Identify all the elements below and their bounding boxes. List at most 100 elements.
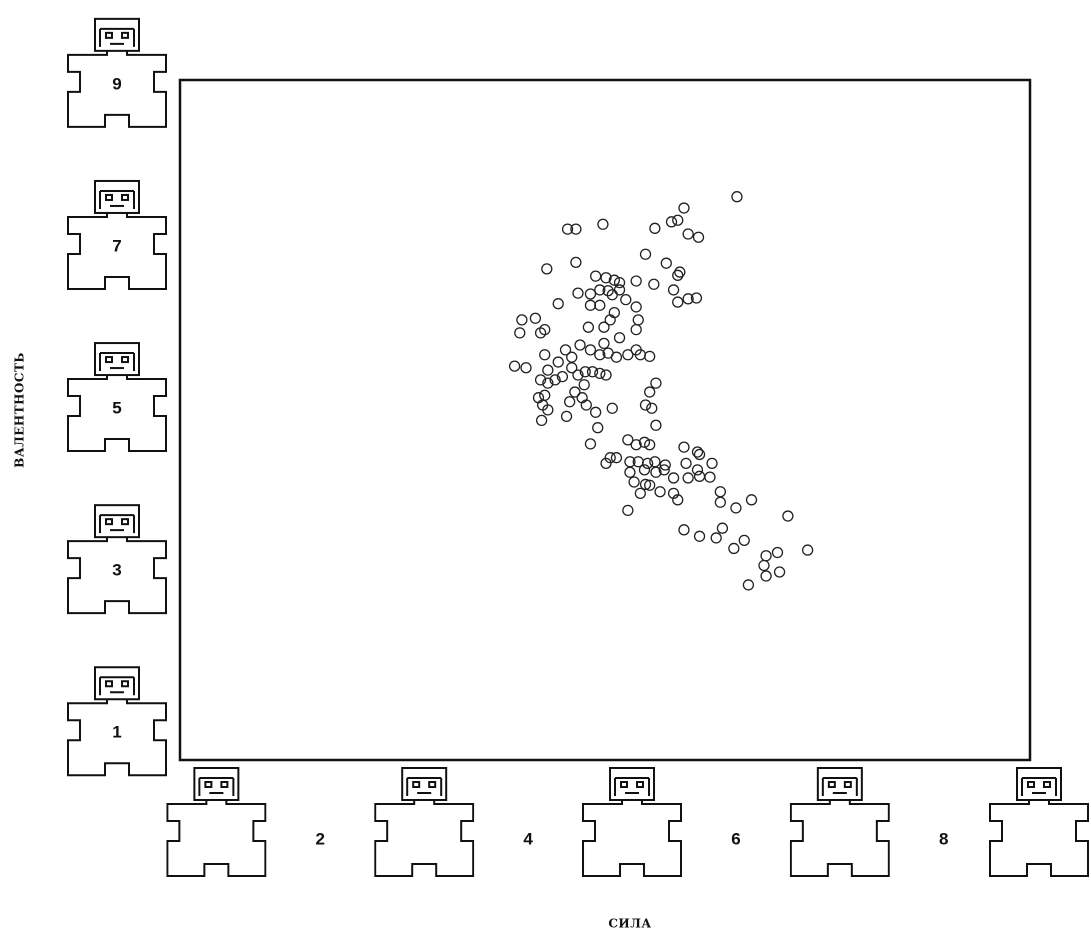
point bbox=[539, 389, 551, 401]
point bbox=[508, 360, 521, 372]
point bbox=[613, 332, 626, 344]
y-tick-label: 3 bbox=[112, 561, 121, 580]
point bbox=[641, 457, 654, 470]
point bbox=[542, 364, 554, 376]
y-tick-label: 9 bbox=[112, 74, 121, 93]
point bbox=[644, 439, 656, 451]
point bbox=[659, 459, 671, 471]
point bbox=[586, 366, 599, 378]
point bbox=[602, 285, 614, 297]
point bbox=[556, 370, 569, 383]
point bbox=[584, 288, 597, 300]
point bbox=[572, 287, 584, 299]
point bbox=[680, 457, 692, 470]
point bbox=[628, 476, 640, 488]
manikin bbox=[989, 767, 1089, 877]
point bbox=[692, 231, 705, 243]
point bbox=[600, 457, 612, 470]
point bbox=[682, 293, 694, 305]
point bbox=[529, 312, 542, 324]
point bbox=[520, 362, 532, 374]
point bbox=[672, 296, 684, 308]
point bbox=[672, 494, 684, 506]
point bbox=[552, 298, 564, 310]
point bbox=[710, 532, 722, 544]
point bbox=[678, 441, 690, 453]
manikin bbox=[67, 179, 167, 290]
point bbox=[682, 472, 694, 484]
point bbox=[534, 327, 547, 339]
point bbox=[691, 464, 704, 476]
point bbox=[566, 351, 578, 363]
point bbox=[574, 339, 586, 351]
point bbox=[552, 356, 564, 368]
point bbox=[594, 349, 606, 361]
point bbox=[560, 410, 573, 423]
point bbox=[630, 439, 642, 451]
point bbox=[572, 369, 584, 381]
point bbox=[598, 337, 610, 350]
point bbox=[714, 496, 726, 508]
point bbox=[646, 402, 658, 414]
point bbox=[716, 522, 729, 534]
point bbox=[644, 386, 656, 398]
point bbox=[630, 275, 642, 287]
point bbox=[782, 510, 794, 522]
point bbox=[610, 351, 623, 363]
point bbox=[690, 292, 703, 304]
point bbox=[760, 570, 772, 582]
point bbox=[534, 374, 547, 386]
manikin bbox=[67, 666, 167, 777]
manikin bbox=[67, 504, 167, 615]
point bbox=[578, 379, 590, 391]
point bbox=[608, 306, 621, 319]
point bbox=[667, 284, 680, 296]
point bbox=[801, 544, 814, 556]
point bbox=[632, 314, 644, 326]
point bbox=[704, 471, 716, 483]
point bbox=[570, 256, 582, 269]
manikin bbox=[582, 767, 683, 877]
point bbox=[613, 276, 626, 289]
point bbox=[638, 464, 651, 476]
point bbox=[594, 284, 606, 296]
x-tick-label: 4 bbox=[523, 829, 533, 848]
point bbox=[639, 399, 652, 411]
point bbox=[608, 274, 621, 286]
y-tick-label: 5 bbox=[112, 399, 121, 418]
point bbox=[678, 524, 690, 536]
point bbox=[570, 223, 582, 235]
point bbox=[742, 579, 755, 591]
point bbox=[649, 456, 661, 468]
point bbox=[549, 374, 561, 386]
point bbox=[760, 550, 772, 562]
point bbox=[564, 396, 576, 408]
point bbox=[691, 446, 704, 458]
point bbox=[592, 422, 604, 434]
point bbox=[667, 472, 680, 484]
point bbox=[613, 284, 626, 296]
point bbox=[638, 436, 651, 448]
point bbox=[654, 486, 666, 498]
point bbox=[650, 377, 662, 389]
point bbox=[639, 478, 652, 491]
point bbox=[622, 434, 634, 446]
point bbox=[620, 293, 632, 306]
manikin bbox=[166, 767, 267, 877]
point bbox=[569, 386, 581, 398]
point bbox=[693, 530, 706, 542]
point bbox=[714, 486, 726, 498]
y-axis-title: ВАЛЕНТНОСТЬ bbox=[13, 352, 27, 468]
point bbox=[622, 349, 634, 361]
point bbox=[660, 257, 672, 269]
point bbox=[606, 289, 618, 301]
point bbox=[597, 218, 609, 230]
manikin bbox=[67, 17, 167, 128]
point bbox=[682, 228, 694, 240]
point bbox=[630, 323, 642, 336]
point bbox=[584, 344, 597, 356]
x-tick-label: 6 bbox=[731, 829, 740, 848]
point bbox=[589, 270, 602, 282]
